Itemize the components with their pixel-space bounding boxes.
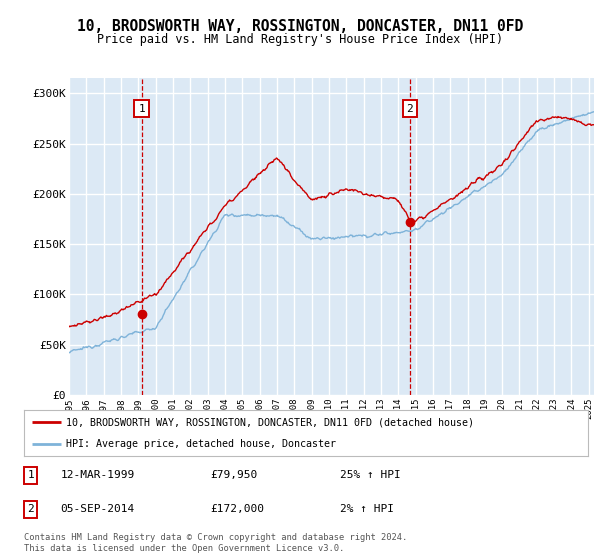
Text: 10, BRODSWORTH WAY, ROSSINGTON, DONCASTER, DN11 0FD (detached house): 10, BRODSWORTH WAY, ROSSINGTON, DONCASTE…: [66, 417, 475, 427]
Text: 05-SEP-2014: 05-SEP-2014: [61, 505, 135, 515]
Text: 25% ↑ HPI: 25% ↑ HPI: [340, 470, 401, 480]
Text: Price paid vs. HM Land Registry's House Price Index (HPI): Price paid vs. HM Land Registry's House …: [97, 32, 503, 46]
Text: HPI: Average price, detached house, Doncaster: HPI: Average price, detached house, Donc…: [66, 440, 337, 450]
Text: 2: 2: [28, 505, 34, 515]
Text: £79,950: £79,950: [210, 470, 257, 480]
Text: 12-MAR-1999: 12-MAR-1999: [61, 470, 135, 480]
Text: £172,000: £172,000: [210, 505, 264, 515]
Text: 2% ↑ HPI: 2% ↑ HPI: [340, 505, 394, 515]
Text: 1: 1: [138, 104, 145, 114]
Text: 10, BRODSWORTH WAY, ROSSINGTON, DONCASTER, DN11 0FD: 10, BRODSWORTH WAY, ROSSINGTON, DONCASTE…: [77, 20, 523, 34]
Text: 1: 1: [28, 470, 34, 480]
Text: 2: 2: [406, 104, 413, 114]
Text: Contains HM Land Registry data © Crown copyright and database right 2024.
This d: Contains HM Land Registry data © Crown c…: [24, 534, 407, 553]
